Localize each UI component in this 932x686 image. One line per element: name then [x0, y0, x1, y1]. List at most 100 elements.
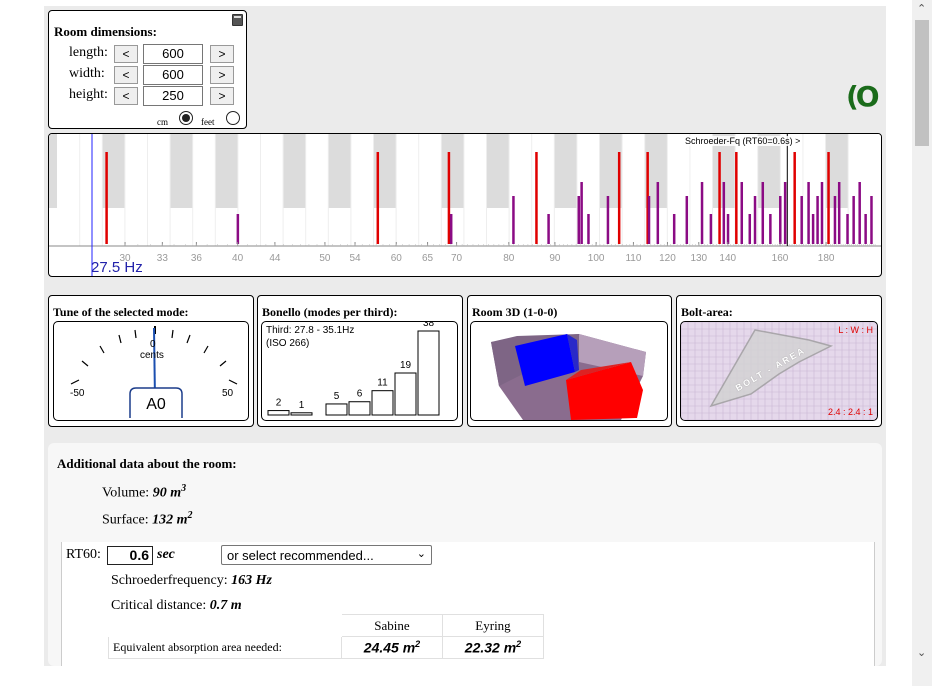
mode-line[interactable]: [236, 214, 240, 244]
mode-line[interactable]: [748, 214, 752, 244]
mode-line[interactable]: [709, 214, 713, 244]
scroll-thumb[interactable]: [915, 20, 929, 146]
tick-label: 36: [191, 253, 203, 264]
height-decrease-button[interactable]: <: [114, 87, 138, 105]
schroeder-row: Schroederfrequency: 163 Hz: [111, 573, 272, 588]
length-increase-button[interactable]: >: [210, 45, 234, 63]
bolt-area-chart[interactable]: BOLT - AREA L : W : H 2.4 : 2.4 : 1: [680, 321, 878, 421]
mode-line[interactable]: [617, 152, 621, 244]
mode-line[interactable]: [587, 214, 590, 244]
mode-line[interactable]: [647, 196, 651, 244]
bonello-bar-label: 5: [334, 391, 340, 402]
bonello-bar-label: 19: [400, 360, 412, 371]
mode-line[interactable]: [858, 182, 861, 244]
mode-line[interactable]: [449, 214, 453, 244]
mode-line[interactable]: [726, 214, 730, 244]
mode-line[interactable]: [827, 152, 830, 244]
page-scrollbar[interactable]: ⌃ ⌄: [912, 0, 932, 686]
mode-line[interactable]: [700, 182, 704, 244]
length-label: length:: [69, 45, 108, 60]
room3d-blue-mode: [515, 334, 575, 386]
tune-right-label: 50: [222, 388, 234, 399]
scroll-up-arrow[interactable]: ⌃: [917, 2, 927, 15]
unit-cm-radio[interactable]: [179, 111, 193, 125]
width-decrease-button[interactable]: <: [114, 66, 138, 84]
scroll-down-arrow[interactable]: ⌄: [917, 646, 927, 659]
mode-line[interactable]: [376, 152, 380, 244]
length-input[interactable]: 600: [143, 44, 203, 64]
mode-line[interactable]: [820, 182, 824, 244]
mode-line[interactable]: [769, 214, 772, 244]
tune-panel: Tune of the selected mode: 0 cents -50 5…: [48, 295, 254, 427]
cursor-frequency-label: 27.5 Hz: [91, 259, 143, 276]
width-input[interactable]: 600: [143, 65, 203, 85]
additional-data-title: Additional data about the room:: [57, 456, 237, 471]
tick-label: 140: [719, 253, 736, 264]
mode-line[interactable]: [447, 152, 451, 244]
tune-meter: 0 cents -50 50 A0: [53, 321, 249, 421]
mode-line[interactable]: [793, 152, 796, 244]
bonello-bars: 2 1 5 6 11 19 38: [267, 322, 440, 416]
mode-line[interactable]: [577, 196, 581, 244]
mode-line[interactable]: [580, 182, 583, 244]
mode-line[interactable]: [722, 182, 726, 244]
bolt-area-panel-title: Bolt-area:: [681, 305, 733, 319]
critical-distance-row: Critical distance: 0.7 m: [111, 598, 242, 613]
sabine-header: Sabine: [341, 614, 443, 637]
mode-line[interactable]: [852, 196, 855, 244]
bonello-bar-label: 2: [276, 398, 282, 409]
mode-line[interactable]: [606, 196, 610, 244]
mode-line[interactable]: [783, 182, 787, 244]
height-input[interactable]: 250: [143, 86, 203, 106]
length-decrease-button[interactable]: <: [114, 45, 138, 63]
mode-line[interactable]: [870, 196, 873, 244]
bonello-bar: [417, 330, 440, 416]
room3d-view[interactable]: [470, 321, 668, 421]
mode-line[interactable]: [846, 214, 849, 244]
rt60-label: RT60:: [66, 547, 101, 562]
mode-line[interactable]: [547, 214, 550, 244]
mode-line[interactable]: [535, 152, 538, 244]
tick-label: 100: [588, 253, 605, 264]
room-dimensions-panel: Room dimensions: length: < 600 > width: …: [48, 10, 247, 129]
mode-spectrum-panel: 30 33 36 40 44 50 54 60 65 70 80 90 100 110 120 130 140 1…: [48, 133, 882, 277]
mode-line[interactable]: [779, 196, 782, 244]
mode-line[interactable]: [807, 182, 810, 244]
mode-spectrum-chart[interactable]: 30 33 36 40 44 50 54 60 65 70 80 90 100 110 120 130 140 1…: [49, 134, 881, 276]
bonello-panel-title: Bonello (modes per third):: [262, 305, 398, 319]
mode-line[interactable]: [800, 196, 803, 244]
calculator-icon[interactable]: [232, 14, 243, 26]
mode-line[interactable]: [685, 196, 689, 244]
mode-line[interactable]: [646, 152, 649, 244]
sabine-absorption-value: 24.45 m2: [341, 636, 443, 659]
tick-label: 130: [690, 253, 707, 264]
bonello-bar: [325, 403, 348, 416]
tune-unit-label: cents: [140, 350, 164, 361]
height-increase-button[interactable]: >: [210, 87, 234, 105]
mode-line[interactable]: [672, 214, 676, 244]
mode-line[interactable]: [753, 196, 757, 244]
mode-line[interactable]: [735, 152, 738, 244]
tune-left-label: -50: [70, 388, 85, 399]
tick-label: 90: [549, 253, 561, 264]
volume-label: Volume: 90 m3: [102, 483, 187, 501]
rt60-input[interactable]: 0.6: [107, 546, 153, 565]
bolt-ratio-value: 2.4 : 2.4 : 1: [827, 407, 873, 417]
mode-line[interactable]: [864, 214, 867, 244]
mode-line[interactable]: [512, 196, 515, 244]
width-increase-button[interactable]: >: [210, 66, 234, 84]
unit-feet-radio[interactable]: [226, 111, 240, 125]
rt60-select[interactable]: or select recommended... ⌄: [221, 545, 432, 565]
mode-line[interactable]: [761, 182, 765, 244]
mode-line[interactable]: [833, 196, 837, 244]
mode-line[interactable]: [740, 182, 744, 244]
mode-line[interactable]: [656, 182, 660, 244]
mode-line[interactable]: [837, 182, 841, 244]
absorption-table: Sabine Eyring Equivalent absorption area…: [108, 614, 544, 659]
mode-line[interactable]: [811, 214, 815, 244]
rt60-select-value: or select recommended...: [227, 548, 374, 563]
mode-line[interactable]: [816, 196, 819, 244]
eyring-absorption-value: 22.32 m2: [442, 636, 544, 659]
mode-line[interactable]: [718, 152, 721, 244]
mode-line[interactable]: [105, 152, 108, 244]
